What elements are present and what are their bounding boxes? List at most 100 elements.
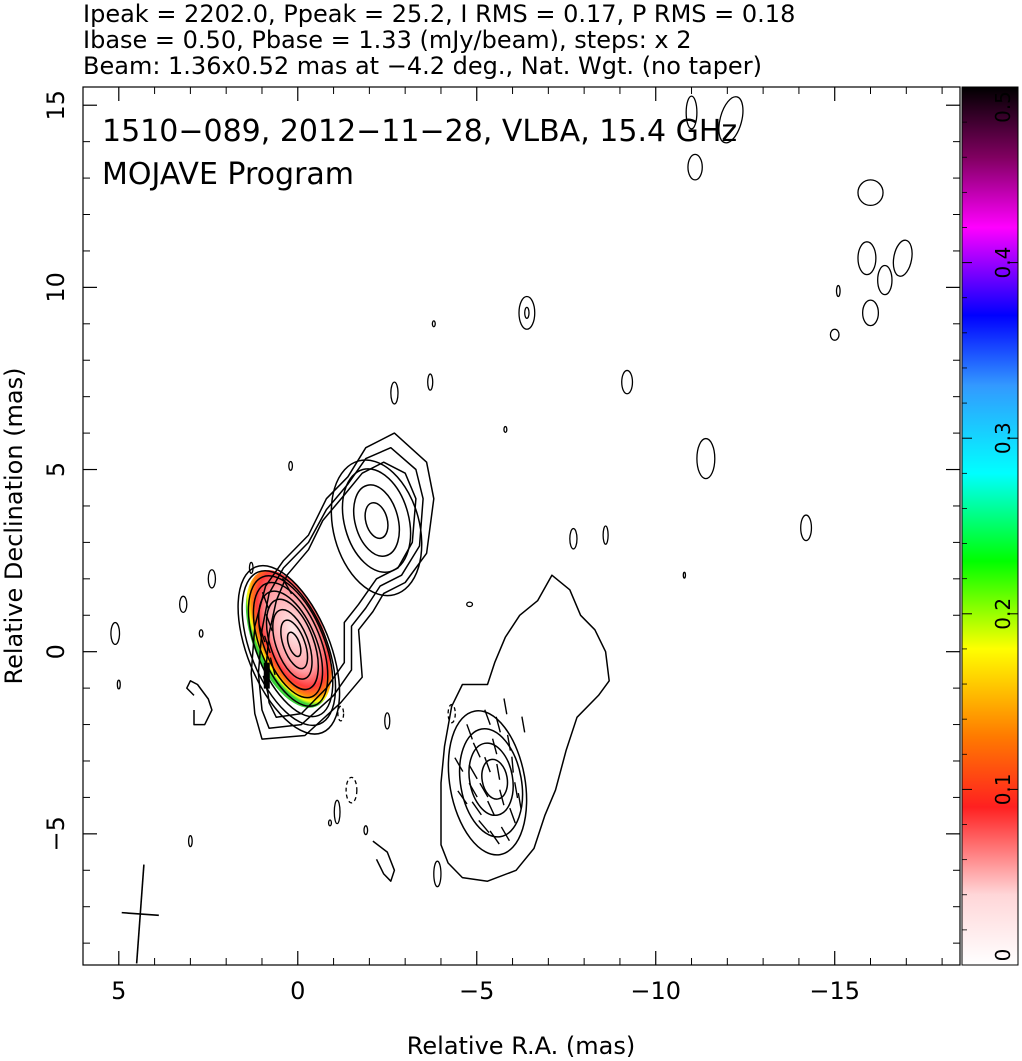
jet-knot-contour [352, 484, 401, 557]
core-contour [280, 619, 309, 670]
header-beam-line: Beam: 1.36x0.52 mas at −4.2 deg., Nat. W… [83, 52, 762, 80]
colorbar-tick-label: 0.1 [991, 773, 1015, 805]
noise-contour [829, 328, 840, 341]
southern-knot-contour [447, 710, 528, 856]
noise-contour [433, 860, 442, 888]
south-polarization-vector [521, 716, 526, 733]
noise-contour [288, 460, 294, 471]
colorbar-tick-label: 0.2 [991, 598, 1015, 630]
plot-area: 5 0 −5 −10 −15 −5 0 5 10 15 [42, 86, 961, 1005]
noise-contour [327, 819, 333, 827]
y-tick-label: 15 [42, 90, 70, 121]
core-contour [265, 598, 320, 691]
south-polarization-vector [466, 724, 473, 740]
core-polarization-vector [261, 591, 270, 610]
beam-minor-axis [121, 911, 159, 917]
noise-contour [390, 381, 399, 405]
source-label: 1510−089, 2012−11−28, VLBA, 15.4 GHz [102, 114, 737, 149]
southern-knot-contour [458, 728, 524, 838]
south-polarization-vector [479, 782, 489, 798]
south-polarization-vector [496, 763, 501, 780]
core-contour [241, 569, 337, 727]
core-contour [237, 564, 341, 735]
noise-contour [110, 621, 121, 646]
noise-contour [518, 295, 536, 330]
south-polarization-vector [499, 789, 505, 806]
noise-contour [718, 96, 744, 144]
noise-contour [333, 799, 341, 825]
jet-knot-contour [341, 468, 412, 573]
x-tick-label: −10 [630, 977, 681, 1005]
jet-knot-contour [364, 501, 389, 540]
noise-contour [696, 437, 716, 480]
south-polarization-vector [514, 782, 519, 799]
map-layer [110, 95, 913, 964]
noise-contour [116, 679, 121, 690]
noise-contour [431, 320, 436, 328]
core-polarization-vector [281, 577, 293, 595]
south-polarization-vector [489, 830, 500, 845]
southern-knot-contour [481, 758, 509, 800]
core-polarization-vector [263, 635, 271, 654]
south-polarization-vector [509, 807, 516, 824]
core-contour [252, 581, 329, 707]
y-axis-ticks: −5 0 5 10 15 [42, 90, 960, 944]
program-label: MOJAVE Program [102, 157, 354, 192]
noise-contour [178, 595, 188, 613]
core-polarization-vector [265, 613, 273, 632]
noise-contour [207, 569, 217, 589]
south-polarization-vector [454, 757, 464, 772]
southern-knot-contour [468, 742, 514, 817]
open-contour [186, 680, 213, 726]
south-polarization-vector [478, 819, 490, 834]
south-polarization-vector [506, 734, 512, 751]
noise-contour [835, 284, 841, 298]
noise-contour [503, 425, 508, 434]
plot-background [83, 87, 960, 965]
south-polarization-vector [503, 698, 508, 715]
negative-contour [447, 703, 456, 724]
header-base-line: Ibase = 0.50, Pbase = 1.33 (mJy/beam), s… [83, 26, 692, 54]
noise-contour [687, 153, 703, 181]
noise-contour [682, 571, 687, 579]
core-polarization-vector [269, 657, 276, 676]
noise-contour [187, 835, 193, 848]
x-tick-label: 5 [111, 977, 126, 1005]
noise-contour [248, 561, 254, 575]
negative-contour [345, 776, 358, 804]
x-tick-label: −5 [459, 977, 494, 1005]
southern-lobe-contour [440, 574, 610, 882]
noise-contour [569, 527, 578, 550]
noise-contour [621, 369, 634, 395]
colorbar-tick-label: 0.3 [991, 422, 1015, 454]
noise-contour [466, 601, 474, 608]
y-tick-label: 5 [42, 462, 70, 477]
noise-contour [363, 825, 369, 836]
south-polarization-vector [471, 801, 482, 816]
noise-contour [800, 514, 813, 542]
core-polarization-vector [262, 675, 269, 694]
south-polarization-vector [495, 716, 501, 733]
south-polarization-vector [457, 790, 468, 805]
noise-contour [602, 525, 609, 545]
negative-contour [337, 705, 345, 722]
colorbar-tick-label: 0.4 [991, 247, 1015, 279]
core-contour [257, 590, 324, 699]
noise-contour [198, 629, 204, 638]
x-axis-ticks: 5 0 −5 −10 −15 [82, 87, 943, 1005]
y-axis-label: Relative Declination (mas) [0, 367, 28, 684]
south-polarization-vector [487, 800, 496, 816]
x-tick-label: −15 [809, 977, 860, 1005]
south-polarization-vector [468, 782, 478, 798]
x-tick-label: 0 [290, 977, 305, 1005]
south-polarization-vector [484, 709, 491, 726]
colorbar-tick-label: 0 [991, 949, 1015, 962]
noise-contour [861, 299, 880, 327]
noise-contour [685, 95, 698, 130]
south-polarization-vector [484, 756, 491, 773]
south-polarization-vector [500, 826, 510, 842]
y-tick-label: 0 [42, 644, 70, 659]
jet-knot-contour [330, 459, 423, 597]
noise-contour [857, 241, 877, 276]
